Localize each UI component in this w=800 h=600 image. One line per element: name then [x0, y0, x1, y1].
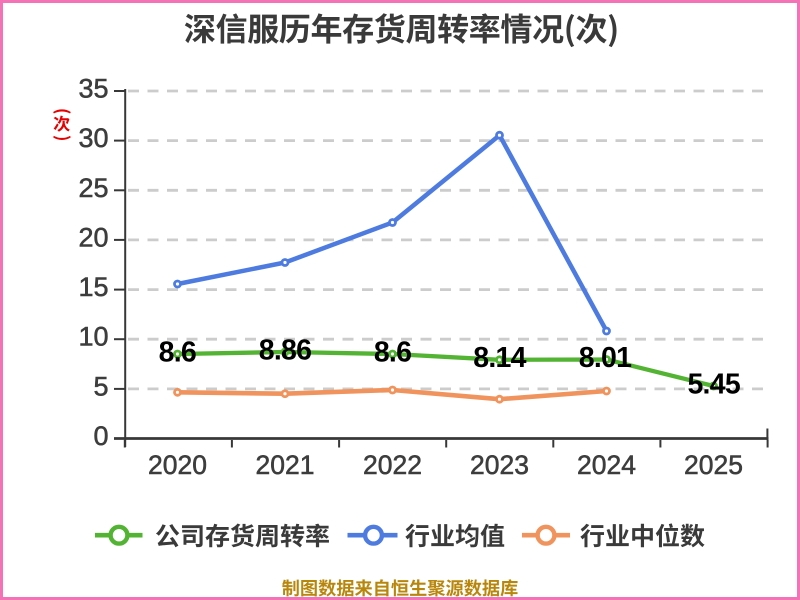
svg-text:8.01: 8.01 [579, 342, 632, 374]
svg-text:2024: 2024 [577, 450, 636, 480]
svg-text:2021: 2021 [256, 450, 315, 480]
svg-text:35: 35 [78, 74, 108, 104]
svg-text:2020: 2020 [148, 450, 207, 480]
svg-text:0: 0 [93, 421, 108, 451]
svg-text:10: 10 [78, 322, 108, 352]
svg-text:5: 5 [93, 371, 108, 401]
svg-text:8.86: 8.86 [259, 335, 311, 367]
svg-text:8.6: 8.6 [374, 337, 411, 369]
svg-text:2023: 2023 [470, 450, 529, 480]
svg-text:5.45: 5.45 [687, 369, 740, 401]
svg-text:25: 25 [78, 173, 108, 203]
svg-text:8.6: 8.6 [159, 337, 196, 369]
svg-text:8.14: 8.14 [473, 342, 526, 374]
svg-text:30: 30 [78, 123, 108, 153]
svg-text:2022: 2022 [363, 450, 422, 480]
svg-text:15: 15 [78, 272, 108, 302]
svg-text:2025: 2025 [684, 450, 743, 480]
svg-text:20: 20 [78, 222, 108, 252]
